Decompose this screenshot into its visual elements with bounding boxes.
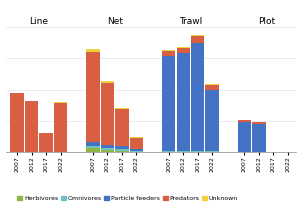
Bar [11, 93, 24, 151]
Bar [86, 146, 100, 148]
Bar [86, 148, 100, 152]
Bar [176, 53, 190, 151]
Text: Net: Net [107, 17, 123, 26]
Bar [130, 151, 143, 152]
Bar [101, 145, 114, 148]
Bar [238, 121, 251, 123]
Bar [205, 151, 219, 152]
Bar [205, 90, 219, 151]
Bar [25, 101, 38, 151]
Bar [115, 146, 129, 149]
Bar [25, 151, 38, 152]
Bar [115, 109, 129, 146]
Bar [101, 83, 114, 145]
Bar [252, 124, 266, 151]
Bar [176, 47, 190, 48]
Bar [191, 151, 204, 152]
Bar [86, 49, 100, 52]
Bar [252, 151, 266, 152]
Bar [205, 85, 219, 90]
Bar [205, 84, 219, 85]
Bar [101, 148, 114, 150]
Bar [54, 103, 67, 151]
Bar [40, 133, 53, 152]
Bar [130, 149, 143, 151]
Text: Plot: Plot [258, 17, 275, 26]
Bar [101, 150, 114, 152]
Bar [86, 142, 100, 146]
Bar [162, 51, 175, 56]
Bar [252, 122, 266, 124]
Bar [86, 52, 100, 142]
Text: Line: Line [29, 17, 48, 26]
Bar [130, 138, 143, 149]
Bar [176, 151, 190, 152]
Bar [191, 36, 204, 43]
Bar [54, 102, 67, 103]
Bar [191, 35, 204, 36]
Text: Trawl: Trawl [179, 17, 202, 26]
Bar [54, 151, 67, 152]
Bar [130, 137, 143, 138]
Bar [162, 50, 175, 51]
Bar [115, 149, 129, 151]
Bar [162, 151, 175, 152]
Bar [176, 48, 190, 53]
Bar [238, 120, 251, 121]
Bar [115, 151, 129, 152]
Bar [191, 43, 204, 151]
Bar [115, 108, 129, 109]
Bar [238, 123, 251, 151]
Bar [101, 81, 114, 83]
Bar [162, 56, 175, 151]
Legend: Herbivores, Omnivores, Particle feeders, Predators, Unknown: Herbivores, Omnivores, Particle feeders,… [15, 193, 241, 203]
Bar [238, 151, 251, 152]
Bar [11, 151, 24, 152]
